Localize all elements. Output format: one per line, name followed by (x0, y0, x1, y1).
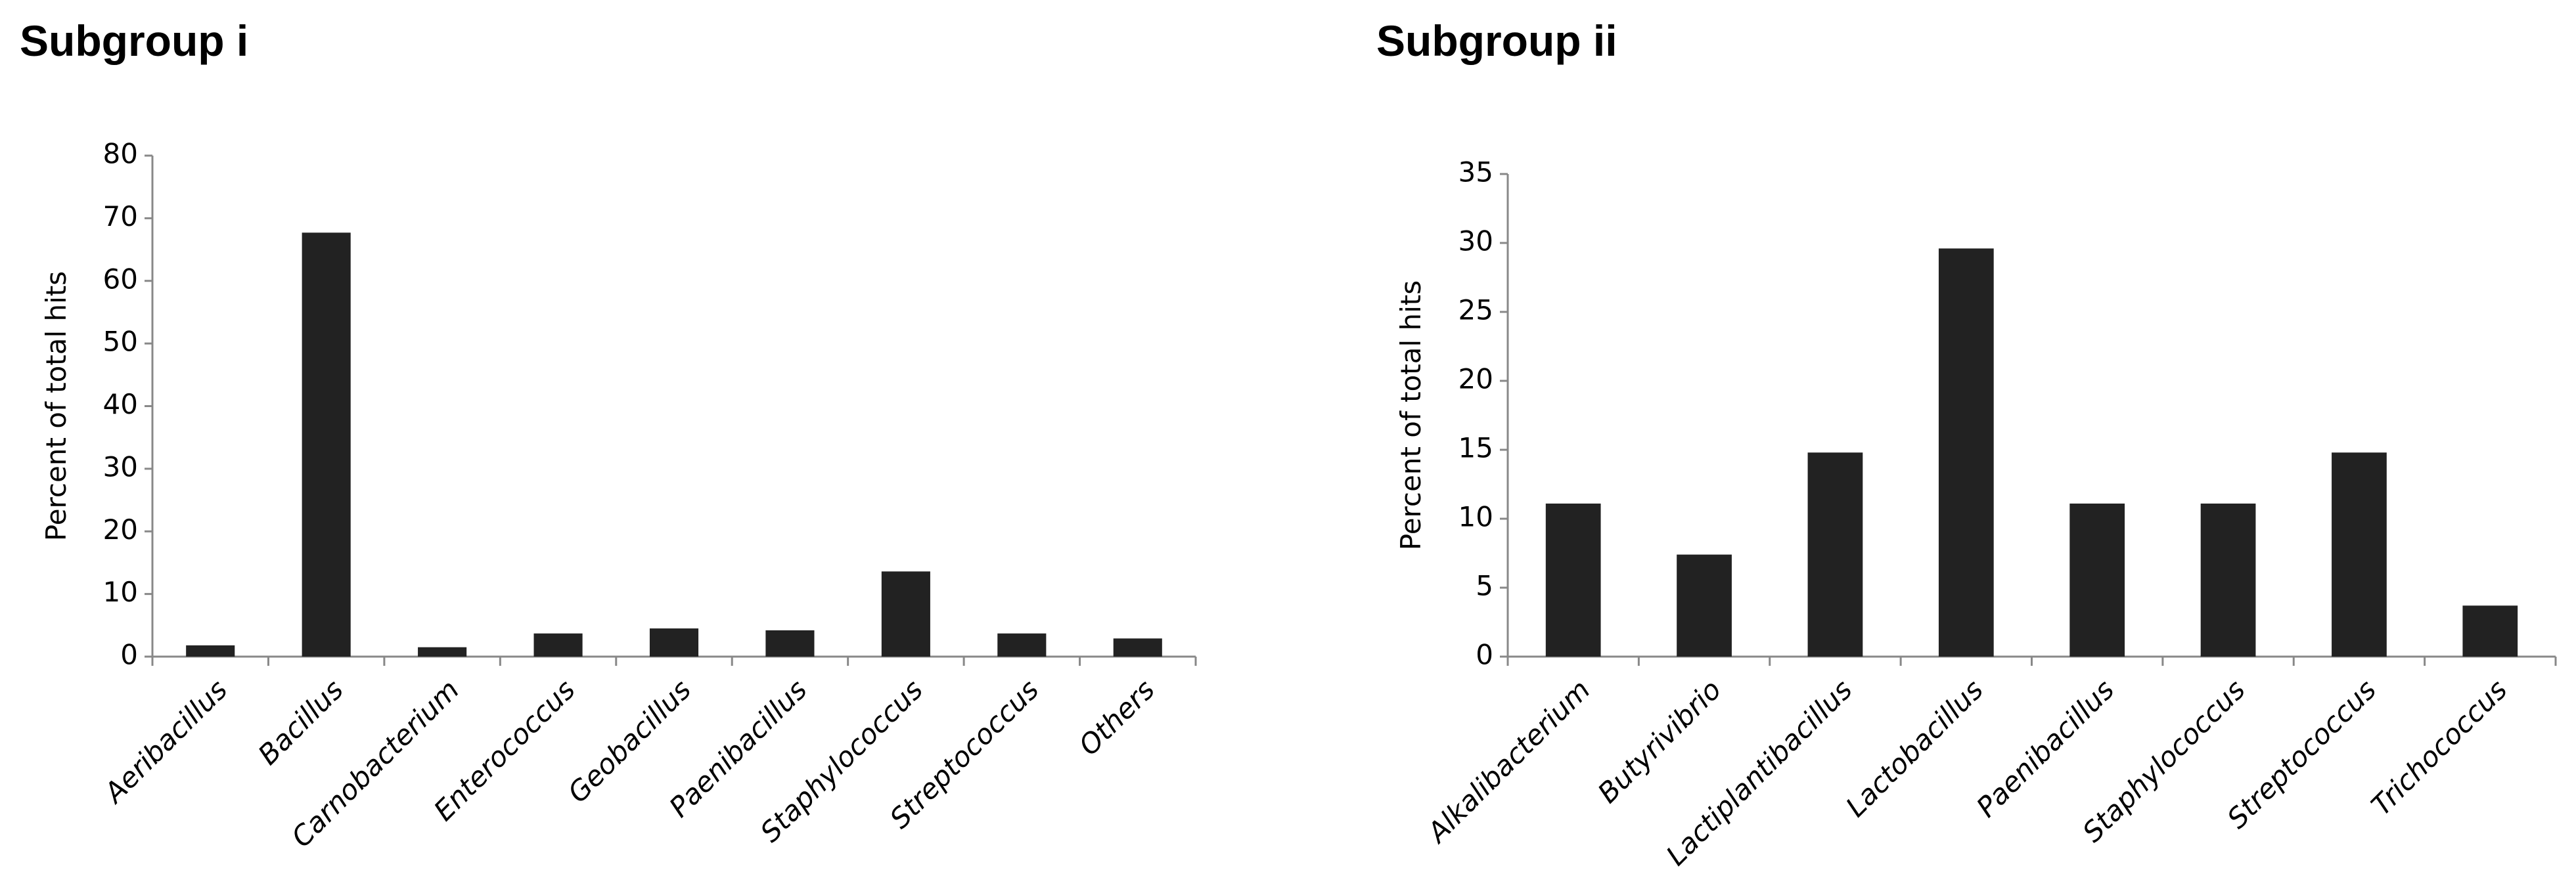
chart: Subgroup ii Percent of total hits 0 5 10 15 20… (1376, 16, 2557, 872)
bar (1545, 503, 1601, 657)
bar (2069, 503, 2125, 657)
x-tick-label: Aeribacillus (97, 674, 233, 810)
y-tick-label: 30 (103, 450, 138, 483)
y-tick-label: 40 (103, 388, 138, 420)
bar (1113, 638, 1162, 657)
y-tick-label: 20 (1458, 363, 1493, 395)
y-tick-label: 50 (103, 326, 138, 358)
y-axis-label: Percent of total hits (40, 271, 72, 541)
bar (881, 571, 930, 657)
x-tick-label: Bacillus (252, 674, 350, 772)
chart-title: Subgroup i (20, 16, 248, 65)
y-tick-label: 0 (120, 639, 138, 671)
y-tick-label: 0 (1476, 639, 1493, 671)
y-tick-label: 70 (103, 200, 138, 232)
x-tick-label: Butyrivibrio (1591, 674, 1727, 810)
x-tick-label: Alkalibacterium (1420, 674, 1596, 850)
bar (997, 633, 1047, 657)
y-tick-label: 20 (103, 513, 138, 546)
bar (186, 645, 235, 657)
chart-title: Subgroup ii (1376, 16, 1617, 65)
bar (2462, 605, 2518, 657)
x-tick-label: Lactobacillus (1840, 674, 1989, 823)
y-tick-label: 10 (1458, 501, 1493, 533)
bar (418, 647, 467, 657)
bar (765, 630, 815, 657)
y-tick-label: 10 (103, 576, 138, 608)
y-tick-label: 15 (1458, 432, 1493, 464)
bar (2200, 503, 2256, 657)
x-tick-label: Paenibacillus (1970, 674, 2121, 824)
y-tick-label: 5 (1476, 570, 1493, 602)
y-tick-label: 80 (103, 138, 138, 170)
y-tick-label: 30 (1458, 225, 1493, 257)
x-tick-label: Others (1073, 674, 1161, 762)
x-tick-label: Trichococcus (2365, 674, 2514, 822)
y-axis-label: Percent of total hits (1395, 280, 1427, 550)
bar (649, 628, 699, 657)
bar (2332, 452, 2387, 657)
y-tick-label: 60 (103, 263, 138, 295)
bar (302, 232, 351, 657)
bar (1677, 554, 1732, 657)
y-tick-label: 25 (1458, 294, 1493, 326)
y-tick-label: 35 (1458, 156, 1493, 188)
bar (1807, 452, 1863, 657)
chart: Subgroup i Percent of total hits 0 10 20 30 40… (20, 16, 1197, 854)
bar (1938, 248, 1994, 657)
bar (533, 633, 583, 657)
